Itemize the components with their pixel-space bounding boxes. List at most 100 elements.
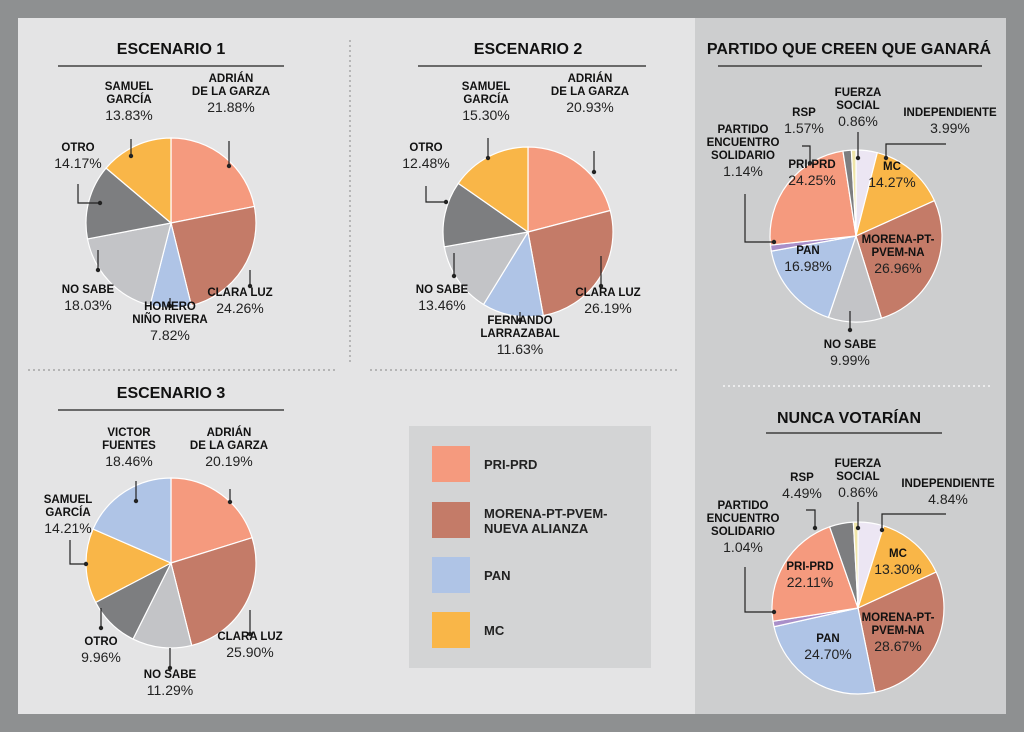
- slice-name: NO SABE: [416, 284, 469, 296]
- slice-name: MORENA-PT-: [862, 612, 935, 624]
- slice-value: 21.88%: [207, 99, 254, 115]
- slice-victor-fuentes: [92, 477, 172, 564]
- legend-label: MORENA-PT-PVEM-: [484, 506, 608, 521]
- slice-name: LARRAZABAL: [480, 328, 559, 340]
- leader-dot: [227, 499, 233, 505]
- leader-line: [881, 513, 946, 530]
- slice-name: SOCIAL: [836, 100, 879, 112]
- leader-line: [802, 145, 811, 163]
- infographic-frame: PRI-PRD MORENA-PT-PVEM- NUEVA ALIANZA PAN MC…: [18, 18, 1006, 714]
- slice-value: 24.26%: [216, 300, 263, 316]
- slice-name: PRI-PRD: [788, 159, 835, 171]
- slice-value: 18.46%: [105, 453, 152, 469]
- slice-otro: [442, 182, 530, 248]
- chart-title: ESCENARIO 2: [474, 41, 583, 58]
- leader-line: [744, 567, 774, 613]
- leader-dot: [812, 525, 818, 531]
- slice-name: SAMUEL: [44, 494, 93, 506]
- slice-name: NO SABE: [62, 284, 115, 296]
- slice-name: DE LA GARZA: [551, 86, 629, 98]
- slice-adrian-de-la-garza: [527, 146, 611, 233]
- slice-name: PAN: [816, 633, 839, 645]
- leader-dot: [226, 163, 232, 169]
- chart-title: ESCENARIO 1: [117, 41, 226, 58]
- slice-value: 9.99%: [830, 352, 870, 368]
- slice-value: 11.29%: [147, 682, 193, 698]
- slice-value: 18.03%: [64, 297, 111, 313]
- slice-name: RSP: [792, 107, 816, 119]
- leader-dot: [128, 153, 134, 159]
- slice-name: PRI-PRD: [786, 561, 833, 573]
- leader-line: [425, 186, 446, 203]
- slice-name: SOLIDARIO: [711, 526, 775, 538]
- slice-name: MC: [889, 548, 907, 560]
- leader-dot: [879, 527, 885, 533]
- legend-label: PRI-PRD: [484, 457, 537, 472]
- legend-swatch: [432, 557, 470, 593]
- leader-line: [806, 509, 816, 528]
- slice-name: CLARA LUZ: [207, 287, 272, 299]
- slice-name: SOLIDARIO: [711, 150, 775, 162]
- slice-mc: [857, 525, 937, 610]
- slice-name: FERNANDO: [487, 315, 552, 327]
- legend-swatch: [432, 446, 470, 482]
- slice-morena-pt-pvem-na: [857, 571, 945, 693]
- slice-mc: [855, 151, 936, 238]
- slice-name: NO SABE: [144, 669, 197, 681]
- slice-name: ADRIÁN: [207, 426, 252, 439]
- slice-adrian-de-la-garza: [170, 137, 256, 224]
- slice-value: 13.83%: [105, 107, 152, 123]
- slice-name: FUERZA: [835, 458, 882, 470]
- leader-dot: [167, 303, 173, 309]
- slice-name: PVEM-NA: [871, 625, 924, 637]
- slice-name: ENCUENTRO: [707, 513, 780, 525]
- legend-swatch: [432, 612, 470, 648]
- leader-dot: [807, 160, 813, 166]
- slice-name: GARCÍA: [463, 93, 508, 106]
- slice-value: 0.86%: [838, 484, 878, 500]
- leader-dot: [95, 267, 101, 273]
- slice-no-sabe: [443, 231, 530, 306]
- slice-value: 13.46%: [418, 297, 465, 313]
- slice-clara-luz: [170, 205, 257, 307]
- slice-no-sabe: [86, 222, 172, 307]
- slice-value: 26.19%: [584, 300, 631, 316]
- slice-value: 25.90%: [226, 644, 273, 660]
- slice-name: PVEM-NA: [871, 247, 924, 259]
- leader-dot: [97, 200, 103, 206]
- slice-name: CLARA LUZ: [575, 287, 640, 299]
- leader-dot: [883, 155, 889, 161]
- slice-value: 22.11%: [787, 574, 833, 590]
- legend-item-mc: MC: [432, 612, 505, 648]
- leader-dot: [855, 155, 861, 161]
- slice-name: SOCIAL: [836, 471, 879, 483]
- slice-name: INDEPENDIENTE: [901, 478, 995, 490]
- slice-value: 9.96%: [81, 649, 121, 665]
- slice-clara-luz: [527, 209, 614, 317]
